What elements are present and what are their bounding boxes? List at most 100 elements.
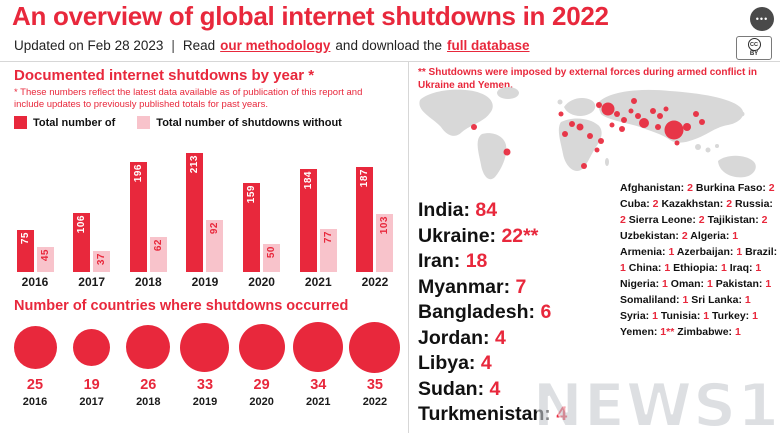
country-name: Sudan: — [418, 377, 490, 400]
bar-without-2021: 77 — [319, 229, 337, 272]
country-name: Russia: — [734, 198, 773, 210]
map-dot — [650, 108, 656, 114]
bubble-item-2020: 29 2020 — [235, 320, 289, 409]
bars-2020: 159 50 — [243, 146, 281, 272]
separator: | — [171, 38, 175, 53]
country-value: 2 — [681, 230, 688, 242]
country-name: Somaliland: — [620, 294, 683, 306]
map-dot — [674, 140, 680, 146]
legend-label-without: Total number of shutdowns without — [156, 116, 342, 129]
country-value: 1 — [736, 246, 743, 258]
legend-item-without: Total number of shutdowns without — [137, 116, 342, 129]
year-label: 2016 — [21, 275, 49, 289]
methodology-link[interactable]: our methodology — [220, 38, 331, 53]
bars-2018: 196 62 — [129, 146, 167, 272]
major-country: Sudan: 4 — [418, 377, 623, 403]
country-name: Tunisia: — [660, 310, 704, 322]
map-dot — [663, 106, 669, 112]
bar-value-label: 106 — [76, 215, 88, 234]
country-value: 4 — [556, 403, 568, 425]
bars-2019: 213 92 — [186, 146, 224, 272]
map-dot — [631, 98, 637, 104]
map-dot — [503, 148, 511, 156]
country-value: 84 — [475, 199, 498, 221]
legend-swatch-pink — [137, 116, 151, 129]
more-button[interactable]: ••• — [750, 7, 774, 31]
country-value: 1** — [660, 326, 675, 338]
bar-value-label: 187 — [359, 169, 371, 188]
bubble-item-2018: 26 2018 — [121, 320, 175, 409]
bubble-value: 19 — [83, 377, 100, 393]
bubble-chart-title: Number of countries where shutdowns occu… — [14, 298, 349, 314]
country-name: Oman: — [670, 278, 707, 290]
cc-by-label: BY — [749, 51, 759, 57]
bubble-hold — [238, 320, 285, 374]
map-dot — [639, 118, 649, 128]
country-name: Jordan: — [418, 326, 495, 349]
year-label: 2017 — [78, 275, 105, 289]
bubble-value: 35 — [366, 377, 383, 393]
country-value: 2 — [768, 182, 775, 194]
cc-icon: CC — [747, 38, 761, 51]
major-country: India: 84 — [418, 198, 623, 224]
map-dot — [562, 131, 568, 137]
bar-value-label: 159 — [246, 185, 258, 204]
bubble-year: 2017 — [79, 396, 104, 408]
map-dot — [693, 111, 699, 117]
bar-value-label: 37 — [96, 253, 108, 266]
country-name: Zimbabwe: — [677, 326, 735, 338]
country-name: Yemen: — [620, 326, 661, 338]
bubble-year: 2019 — [192, 396, 218, 408]
country-value: 1 — [732, 230, 739, 242]
subtitle-bar: Updated on Feb 28 2023 | Read our method… — [14, 38, 530, 53]
country-name: Libya: — [418, 352, 481, 374]
major-countries-list: India: 84 Ukraine: 22** Iran: 18 Myanmar: 7… — [418, 198, 623, 428]
bars-2016: 75 45 — [16, 146, 54, 272]
bar-value-label: 50 — [266, 246, 278, 259]
bar-total-2017: 106 — [73, 213, 91, 272]
minor-countries-list: Afghanistan: 2 Burkina Faso: 2 Cuba: 2 K… — [620, 180, 778, 340]
read-prefix: Read — [182, 38, 216, 53]
map-dots — [471, 98, 705, 169]
country-name: Nigeria: — [620, 278, 663, 290]
country-name: Ukraine: — [418, 224, 502, 247]
country-value: 4 — [494, 326, 506, 349]
bubble-circle — [349, 321, 401, 373]
bubble-circle — [180, 322, 230, 372]
bubble-year: 2022 — [362, 396, 388, 408]
country-value: 1 — [752, 310, 758, 322]
bar-value-label: 92 — [209, 222, 221, 235]
bubble-year: 2020 — [249, 396, 274, 408]
country-value: 2 — [698, 214, 705, 226]
map-dot — [657, 113, 663, 119]
cc-license-badge[interactable]: CC BY — [736, 36, 772, 60]
bubble-item-2016: 25 2016 — [8, 320, 62, 409]
map-dot — [628, 108, 634, 114]
map-dot — [576, 123, 584, 131]
country-name: Pakistan: — [715, 278, 766, 290]
database-link[interactable]: full database — [447, 38, 530, 53]
country-value: 1 — [620, 262, 626, 274]
country-value: 1 — [703, 310, 710, 322]
country-name: Turkmenistan: — [418, 403, 557, 425]
country-value: 1 — [668, 246, 675, 258]
country-value: 2 — [726, 198, 733, 210]
country-name: China: — [628, 262, 665, 274]
country-value: 2 — [620, 214, 626, 226]
bubble-hold — [13, 320, 57, 374]
country-name: Iran: — [418, 250, 466, 272]
country-name: Kazakhstan: — [661, 198, 727, 210]
bar-value-label: 184 — [302, 171, 314, 190]
country-name: Sri Lanka: — [691, 294, 745, 306]
country-value: 2 — [652, 198, 659, 210]
bar-without-2016: 45 — [36, 247, 54, 272]
bar-group-2018: 196 62 2018 — [121, 146, 175, 289]
bar-without-2018: 62 — [149, 237, 167, 272]
bar-chart-note: * These numbers reflect the latest data … — [14, 87, 363, 111]
bubble-hold — [349, 320, 401, 374]
bar-total-2022: 187 — [356, 167, 374, 272]
country-value: 1 — [765, 278, 772, 290]
major-country: Bangladesh: 6 — [418, 300, 623, 326]
legend-item-total: Total number of — [14, 116, 115, 129]
bar-total-2019: 213 — [186, 153, 204, 272]
